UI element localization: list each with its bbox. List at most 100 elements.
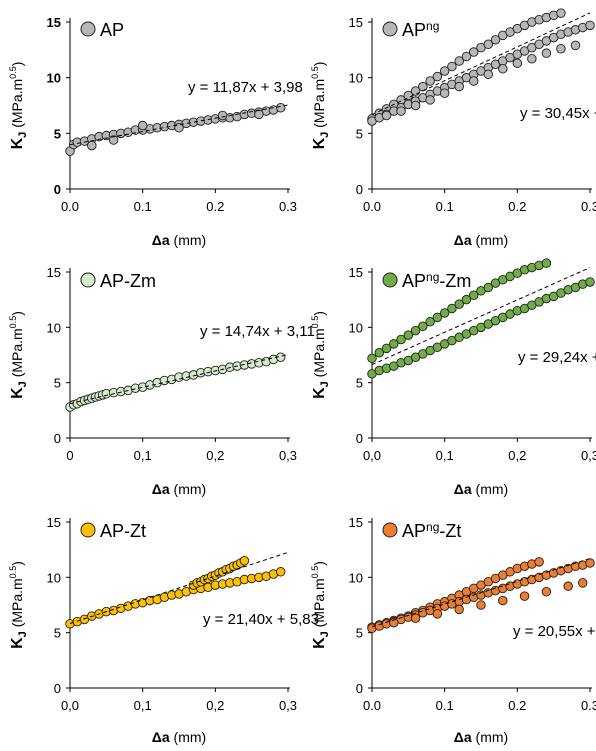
data-point: [468, 47, 479, 57]
series-2: [188, 555, 250, 590]
data-point: [577, 578, 588, 588]
x-tick-label: 0.3: [581, 698, 596, 713]
x-tick-label: 0,0: [363, 448, 381, 463]
x-axis-label: Δa (mm): [152, 729, 206, 745]
x-tick-label: 0.0: [363, 698, 381, 713]
y-tick-label: 5: [54, 376, 61, 391]
y-tick-label: 0: [54, 182, 61, 197]
x-tick-label: 0.1: [134, 199, 152, 214]
x-tick-label: 0,2: [508, 448, 526, 463]
data-point: [425, 95, 435, 105]
y-tick-label: 0: [356, 182, 363, 197]
data-point: [381, 343, 392, 354]
y-axis-label: KJ (MPa.m0.5): [310, 311, 331, 399]
y-axis-label: KJ (MPa.m0.5): [8, 62, 29, 150]
trendline: [371, 558, 591, 628]
series-1: [65, 352, 286, 412]
x-tick-label: 0.2: [508, 199, 526, 214]
data-point: [87, 140, 97, 151]
legend-marker: [80, 21, 96, 37]
data-point: [541, 48, 552, 58]
legend-label: AP-Zt: [100, 521, 146, 541]
data-point: [403, 330, 414, 340]
data-point: [425, 317, 435, 327]
x-tick-label: 0,0: [61, 698, 79, 713]
trendline-equation: y = 20,55x + 5,53: [513, 623, 596, 640]
data-point: [254, 109, 264, 120]
data-point: [585, 277, 595, 287]
y-tick-label: 0: [54, 431, 61, 446]
legend-marker: [382, 21, 398, 37]
y-tick-label: 15: [47, 15, 61, 30]
y-tick-label: 5: [356, 376, 363, 391]
legend-marker: [382, 272, 398, 288]
y-tick-label: 10: [47, 71, 61, 86]
y-tick-label: 10: [349, 71, 363, 86]
x-tick-label: 0: [66, 448, 73, 463]
legend-label: AP-Zm: [100, 271, 156, 291]
y-tick-label: 10: [47, 320, 61, 335]
y-axis-label: KJ (MPa.m0.5): [310, 561, 331, 649]
data-point: [512, 58, 523, 68]
y-axis-label: KJ (MPa.m0.5): [8, 561, 29, 649]
y-tick-label: 5: [356, 626, 363, 641]
legend-label: AP: [100, 20, 124, 40]
x-tick-label: 0.2: [508, 698, 526, 713]
data-point: [556, 43, 566, 54]
data-point: [239, 555, 250, 566]
data-point: [432, 71, 443, 82]
x-tick-label: 0,1: [134, 448, 152, 463]
data-point: [498, 64, 508, 74]
x-tick-label: 0,3: [581, 448, 596, 463]
data-point: [541, 258, 552, 268]
trendline: [371, 267, 591, 366]
data-point: [483, 282, 494, 293]
data-point: [468, 76, 479, 86]
y-tick-label: 0: [54, 681, 61, 696]
x-axis-label: Δa (mm): [454, 729, 508, 745]
data-point: [410, 100, 421, 111]
x-tick-label: 0.1: [436, 199, 454, 214]
trendline: [69, 354, 289, 405]
chart-panel-3: 0 5 10 15 0 0,1 0,2 0,3 y = 14,74x + 3,11 AP-Zm Δa…: [8, 265, 315, 497]
chart-panel-1: 0 5 10 15 0.0 0.1 0.2 0.3 y = 11,87x + 3,98 AP Δa …: [8, 15, 303, 248]
chart-panel-6: 0 5 10 15 0.0 0.1 0.2 0.3 y = 20,55x + 5,53 APng-…: [310, 515, 596, 745]
data-point: [410, 325, 421, 336]
legend-label: APng-Zm: [402, 270, 471, 291]
data-point: [108, 135, 119, 145]
y-axis-label: KJ (MPa.m0.5): [8, 311, 29, 399]
data-point: [137, 120, 148, 131]
data-point: [454, 81, 464, 92]
data-point: [585, 558, 595, 568]
y-tick-label: 10: [349, 320, 363, 335]
data-point: [396, 106, 406, 116]
data-point: [454, 299, 464, 309]
chart-panel-2: 0 5 10 15 0.0 0.1 0.2 0.3 y = 30,45x + 6,68 APng Δ…: [310, 8, 596, 248]
series-1: [367, 258, 552, 364]
series-1: [65, 102, 286, 156]
data-point: [454, 56, 464, 66]
y-tick-label: 15: [349, 515, 363, 530]
data-point: [439, 88, 450, 99]
data-point: [447, 303, 457, 314]
data-point: [217, 110, 228, 121]
data-point: [432, 312, 443, 323]
x-axis-label: Δa (mm): [152, 232, 206, 248]
trendline: [69, 551, 289, 624]
data-point: [498, 595, 508, 606]
x-tick-label: 0,1: [134, 698, 152, 713]
data-point: [389, 339, 399, 349]
y-tick-label: 15: [349, 15, 363, 30]
data-point: [275, 102, 286, 113]
chart-panel-5: 0 5 10 15 0,0 0,1 0,2 0,3 y = 21,40x + 5,83 AP-Zt…: [8, 515, 319, 745]
data-point: [527, 53, 537, 64]
x-tick-label: 0,3: [279, 698, 297, 713]
y-axis-label: KJ (MPa.m0.5): [310, 62, 331, 150]
data-point: [461, 294, 472, 305]
x-tick-label: 0,1: [436, 448, 454, 463]
trendline-equation: y = 21,40x + 5,83: [203, 611, 319, 628]
data-point: [585, 20, 595, 31]
x-tick-label: 0.1: [436, 698, 454, 713]
data-point: [275, 567, 286, 577]
